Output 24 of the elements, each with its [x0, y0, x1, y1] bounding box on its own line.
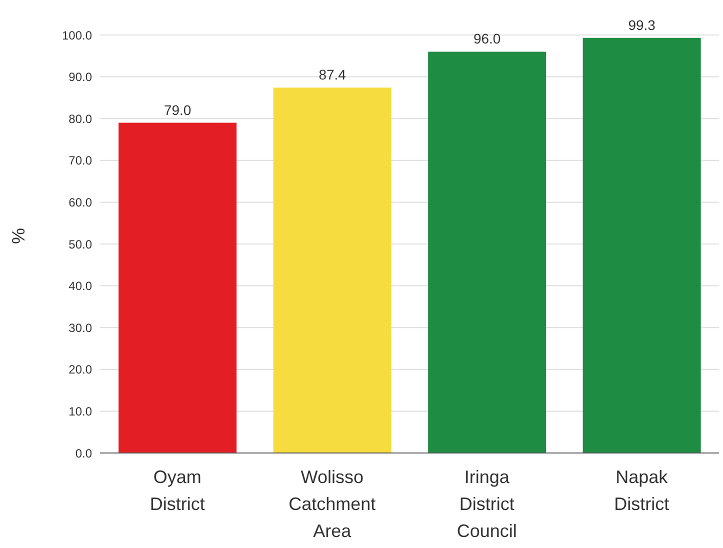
bar: [118, 122, 237, 453]
data-label: 87.4: [318, 66, 346, 83]
data-label: 96.0: [473, 30, 501, 47]
data-label: 79.0: [164, 102, 192, 118]
y-tick-label: 100.0: [62, 28, 92, 42]
y-tick-label: 50.0: [68, 237, 92, 252]
y-tick-label: 10.0: [68, 404, 92, 418]
bar: [582, 38, 701, 453]
bar: [273, 88, 392, 453]
x-tick-label: Iringa District Council: [456, 467, 517, 541]
data-label: 99.3: [628, 16, 656, 33]
y-tick-label: 60.0: [68, 195, 92, 210]
y-axis-title: %: [8, 228, 28, 244]
x-tick-label: Napak District: [614, 467, 670, 514]
y-tick-label: 30.0: [68, 320, 92, 335]
y-tick-label: 40.0: [68, 279, 92, 294]
x-tick-label: Oyam District: [150, 467, 205, 514]
y-tick-label: 20.0: [68, 362, 92, 377]
y-tick-label: 80.0: [68, 112, 92, 126]
y-tick-label: 70.0: [68, 154, 92, 168]
x-tick-label: Wolisso Catchment Area: [288, 467, 376, 541]
y-tick-label: 90.0: [68, 70, 92, 84]
bar: [428, 52, 546, 453]
y-tick-label: 0.0: [75, 446, 92, 460]
